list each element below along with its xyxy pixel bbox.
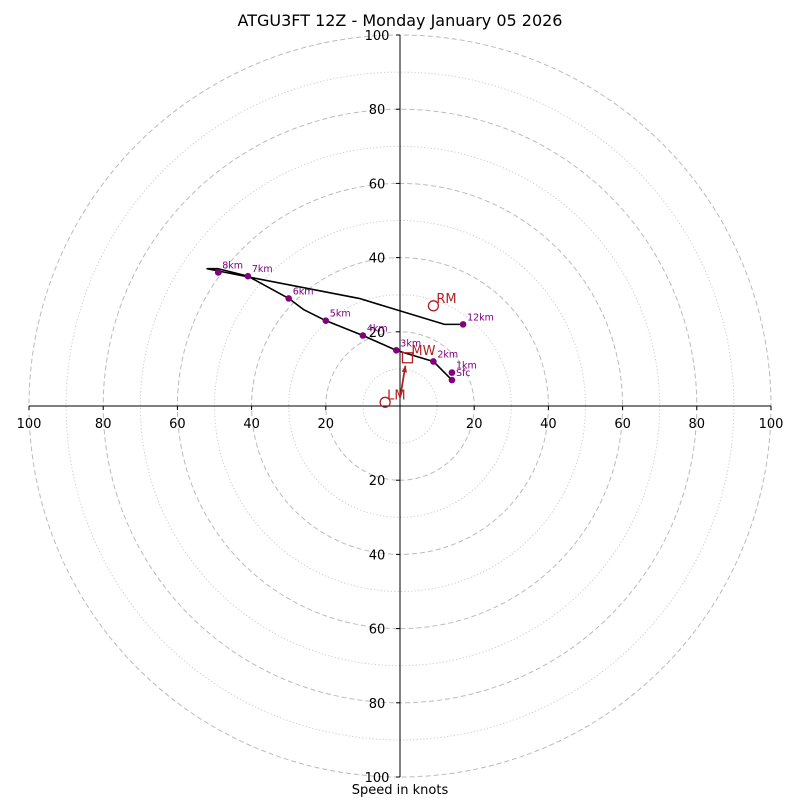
y-tick-label-bottom-60: 60 <box>369 623 386 638</box>
y-tick-label-bottom-80: 80 <box>369 697 386 712</box>
level-point-7km <box>244 272 252 280</box>
x-tick-label-right-60: 60 <box>614 417 631 432</box>
x-tick-label-left-40: 40 <box>243 417 260 432</box>
rm-marker <box>427 300 440 312</box>
level-point-1km <box>448 369 456 376</box>
x-axis-label: Speed in knots <box>351 783 449 798</box>
x-tick-label-right-40: 40 <box>540 417 557 432</box>
y-tick-label-bottom-40: 40 <box>369 548 386 563</box>
y-tick-label-top-80: 80 <box>369 103 386 118</box>
x-tick-label-left-60: 60 <box>169 417 186 432</box>
rm-label: RM <box>436 292 456 307</box>
x-tick-label-right-20: 20 <box>466 417 483 432</box>
level-label-6km: 6km <box>293 286 314 297</box>
chart-title: ATGU3FT 12Z - Monday January 05 2026 <box>237 11 563 30</box>
level-label-8km: 8km <box>222 260 243 271</box>
mw-marker <box>401 352 414 364</box>
level-point-8km <box>214 269 222 276</box>
y-tick-label-top-60: 60 <box>369 177 386 192</box>
level-label-7km: 7km <box>252 264 273 275</box>
x-tick-label-right-100: 100 <box>759 417 784 432</box>
hodograph-line <box>206 267 464 381</box>
level-point-2km <box>430 358 437 365</box>
y-tick-label-top-100: 100 <box>365 29 390 44</box>
y-tick-label-top-20: 20 <box>369 326 386 341</box>
level-point-12km <box>459 321 467 328</box>
mean-wind-arrowhead <box>401 365 408 373</box>
level-point-Sfc <box>448 376 456 384</box>
level-label-4km: 4km <box>367 324 388 335</box>
level-point-5km <box>322 317 330 324</box>
x-tick-label-left-100: 100 <box>17 417 42 432</box>
level-label-5km: 5km <box>330 309 351 320</box>
level-label-3km: 3km <box>400 338 421 349</box>
level-label-2km: 2km <box>437 349 458 360</box>
lm-label: LM <box>387 388 405 403</box>
level-point-3km <box>392 347 400 354</box>
x-tick-label-left-20: 20 <box>318 417 335 432</box>
level-label-1km: 1km <box>456 361 477 372</box>
level-point-6km <box>285 295 293 302</box>
y-tick-label-bottom-20: 20 <box>369 474 386 489</box>
x-tick-label-right-80: 80 <box>689 417 706 432</box>
mw-label: MW <box>411 344 435 359</box>
lm-marker <box>379 396 391 408</box>
y-tick-label-bottom-100: 100 <box>365 771 390 786</box>
level-point-4km <box>359 332 367 339</box>
x-tick-label-left-80: 80 <box>95 417 112 432</box>
level-label-12km: 12km <box>467 312 494 323</box>
y-tick-label-top-40: 40 <box>369 252 386 267</box>
level-label-Sfc: Sfc <box>456 368 471 379</box>
